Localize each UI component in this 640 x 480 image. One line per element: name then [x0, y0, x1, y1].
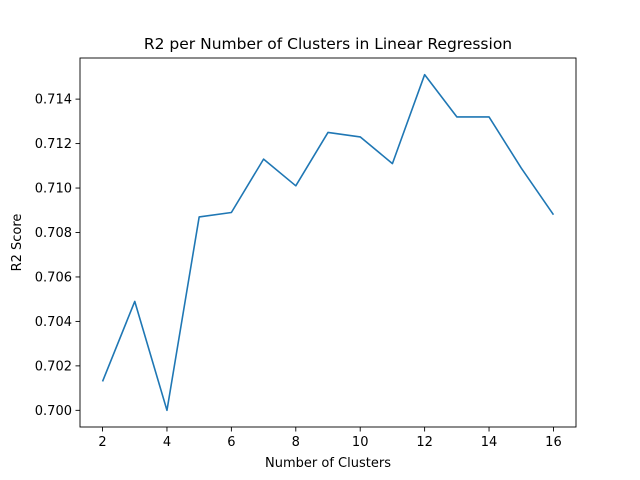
x-tick-label: 14 — [481, 435, 498, 450]
y-tick-label: 0.704 — [35, 315, 72, 330]
x-tick-label: 2 — [98, 435, 106, 450]
y-tick-label: 0.714 — [35, 93, 72, 108]
y-tick-label: 0.702 — [35, 359, 72, 374]
chart-title: R2 per Number of Clusters in Linear Regr… — [144, 35, 512, 53]
x-tick-label: 4 — [163, 435, 171, 450]
x-tick-label: 10 — [352, 435, 369, 450]
y-axis-ticks: 0.700 0.702 0.704 0.706 0.708 0.710 0.712 0.714 — [35, 93, 80, 419]
y-tick-label: 0.712 — [35, 137, 72, 152]
y-tick-label: 0.708 — [35, 226, 72, 241]
y-tick-label: 0.710 — [35, 182, 72, 197]
x-tick-label: 6 — [227, 435, 235, 450]
x-tick-label: 8 — [292, 435, 300, 450]
x-axis-ticks: 2 4 6 8 10 12 14 16 — [98, 427, 562, 450]
y-tick-label: 0.700 — [35, 404, 72, 419]
y-tick-label: 0.706 — [35, 270, 72, 285]
x-tick-label: 16 — [545, 435, 562, 450]
y-axis-label: R2 Score — [10, 214, 25, 272]
x-axis-label: Number of Clusters — [265, 456, 391, 471]
series-line — [101, 73, 555, 412]
plot-frame — [79, 57, 577, 428]
x-tick-label: 12 — [416, 435, 433, 450]
